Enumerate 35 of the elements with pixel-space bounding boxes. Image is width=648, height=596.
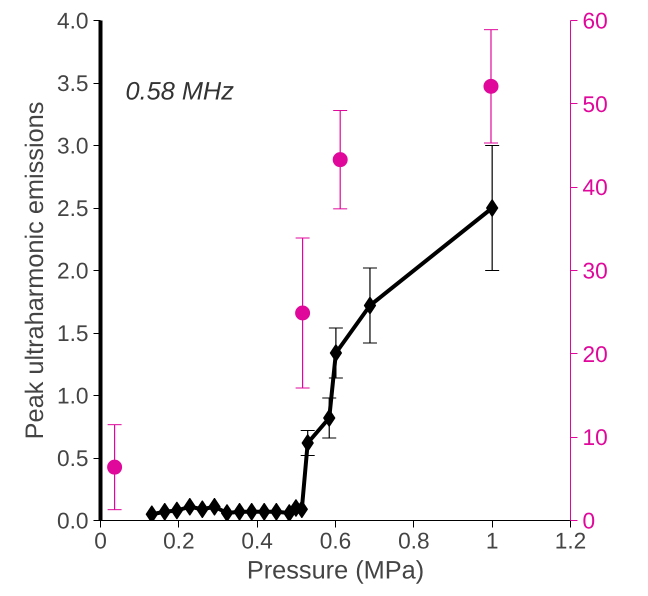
point <box>270 502 283 520</box>
y-tick-label: 2.0 <box>57 258 89 284</box>
point <box>220 504 234 520</box>
x-axis-title: Pressure (MPa) <box>246 556 424 584</box>
point <box>107 460 122 475</box>
y2-tick-label: 30 <box>582 258 608 284</box>
y-tick-label: 3.0 <box>57 132 89 158</box>
x-tick-label: 0.4 <box>241 528 273 554</box>
y2-tick-label: 20 <box>582 340 608 367</box>
y-tick-label: 0.0 <box>57 508 89 534</box>
point <box>330 344 342 362</box>
point <box>332 152 348 168</box>
y2-tick-label: 40 <box>582 174 608 200</box>
y-tick-label: 1.5 <box>57 320 89 346</box>
x-tick-label: 0.2 <box>163 528 195 554</box>
point <box>170 502 184 520</box>
y-tick-label: 3.5 <box>57 70 89 96</box>
point <box>233 502 246 520</box>
y-tick-label: 2.5 <box>57 195 89 221</box>
point <box>295 306 310 320</box>
point <box>364 296 376 314</box>
annotation: 0.58 MHz <box>126 78 234 106</box>
y-tick-label: 4.0 <box>57 8 89 34</box>
x-tick-label: 1 <box>486 528 498 554</box>
y2-tick-label: 10 <box>582 424 608 450</box>
x-tick-label: 0.6 <box>320 528 352 554</box>
x-tick-label: 0.8 <box>398 528 430 554</box>
y2-tick-label: 50 <box>582 90 608 117</box>
point <box>483 78 498 94</box>
x-tick-label: 0 <box>94 528 107 554</box>
y-axis-title: Peak ultraharmonic emissions <box>21 102 50 440</box>
point <box>208 498 221 516</box>
y-tick-label: 1.0 <box>57 382 89 408</box>
y-tick-label: 0.5 <box>57 445 89 471</box>
y2-tick-label: 60 <box>582 8 608 34</box>
